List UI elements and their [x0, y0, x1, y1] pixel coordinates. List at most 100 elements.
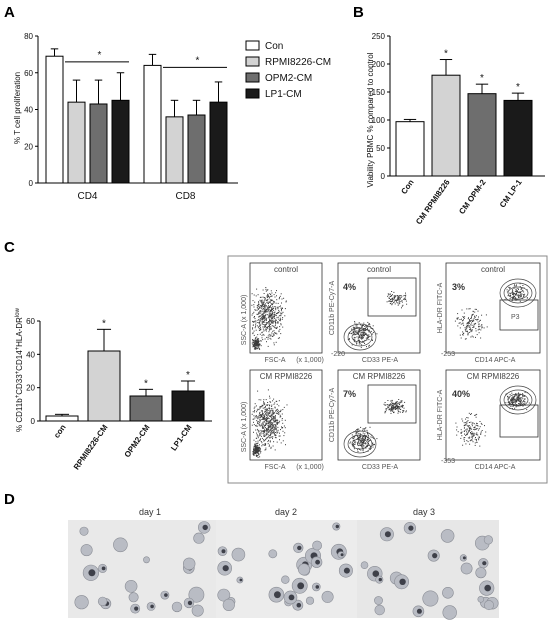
- flow-dot: [358, 439, 360, 441]
- flow-dot: [467, 326, 469, 328]
- flow-dot: [270, 327, 272, 329]
- flow-dot: [269, 434, 271, 435]
- flow-dot: [360, 443, 362, 445]
- flow-dot: [255, 451, 257, 453]
- flow-dot: [361, 441, 363, 443]
- cell-nucleus: [372, 570, 380, 577]
- cell-nucleus: [239, 578, 243, 582]
- flow-dot: [367, 445, 369, 446]
- flow-dot: [478, 332, 480, 334]
- flow-dot: [388, 408, 390, 410]
- flow-dot: [258, 430, 260, 432]
- flow-dot: [264, 312, 265, 314]
- flow-dot: [266, 429, 268, 431]
- flow-dot: [265, 411, 267, 413]
- flow-dot: [354, 329, 356, 331]
- flow-dot: [366, 437, 368, 439]
- flow-dot: [272, 302, 274, 304]
- cell: [74, 595, 89, 610]
- flow-dot: [281, 426, 282, 428]
- flow-dot: [258, 302, 260, 304]
- flow-dot: [259, 434, 261, 436]
- flow-dot: [516, 399, 518, 401]
- flow-dot: [267, 428, 269, 430]
- flow-dot: [368, 323, 369, 325]
- flow-dot: [272, 325, 274, 327]
- legend-swatch-opm2: [245, 72, 260, 83]
- flow-dot: [277, 308, 279, 310]
- flow-dot: [269, 422, 271, 424]
- flow-dot: [263, 402, 265, 404]
- flow-dot: [402, 304, 404, 306]
- flow-dot: [467, 318, 469, 320]
- flow-dot: [474, 444, 476, 446]
- flow-dot: [392, 405, 393, 407]
- flow-dot: [505, 402, 507, 404]
- flow-dot: [260, 305, 262, 307]
- flow-dot: [263, 404, 265, 406]
- flow-dot: [351, 434, 353, 436]
- hladr-cd14-dots-control: [454, 278, 537, 340]
- flow-dot: [354, 322, 356, 324]
- flow-dot: [264, 311, 266, 313]
- flow-dot: [276, 299, 278, 301]
- flow-dot: [361, 333, 363, 335]
- flow-dot: [254, 415, 256, 417]
- flow-dot: [273, 429, 275, 431]
- flow-dot: [254, 344, 256, 346]
- flow-dot: [396, 302, 398, 304]
- flow-dot: [391, 401, 393, 403]
- flow-dot: [264, 307, 266, 309]
- flow-dot: [267, 413, 269, 415]
- flow-dot: [385, 409, 387, 411]
- cell-nucleus: [343, 567, 350, 574]
- flow-dot: [471, 335, 473, 337]
- flow-dot: [368, 436, 370, 438]
- flow-dot: [269, 395, 270, 397]
- flow-dot: [477, 429, 479, 431]
- flow-dot: [276, 423, 278, 425]
- flow-dot: [256, 452, 258, 454]
- flow-dot: [367, 337, 369, 339]
- flow-dot: [362, 450, 364, 452]
- flow-dot: [359, 435, 361, 437]
- flow-dot: [262, 405, 264, 407]
- flow-dot: [268, 429, 269, 431]
- flow-dot: [400, 402, 401, 404]
- flow-dot: [516, 292, 518, 294]
- flow-dot: [506, 291, 508, 293]
- flow-dot: [273, 398, 275, 400]
- flow-dot: [254, 403, 256, 405]
- flow-dot: [509, 397, 511, 399]
- flow-dot: [270, 334, 272, 336]
- flow-dot: [258, 446, 260, 448]
- flow-dot: [265, 325, 266, 327]
- flow-dot: [468, 412, 470, 414]
- flow-dot: [254, 406, 256, 408]
- flow-dot: [392, 298, 394, 300]
- flow-dot: [400, 406, 402, 408]
- flow-dot: [479, 320, 480, 322]
- flow-dot: [270, 320, 272, 322]
- flow-dot: [277, 322, 279, 324]
- flow-dot: [389, 293, 391, 295]
- flow-dot: [473, 320, 475, 322]
- flow-dot: [390, 295, 392, 297]
- flow-dot: [460, 429, 462, 431]
- flow-dot: [279, 414, 281, 416]
- flow-dot: [265, 330, 267, 332]
- flow-dot: [255, 441, 257, 443]
- flow-dot: [257, 319, 259, 321]
- flow-dot: [277, 312, 279, 314]
- flow-dot: [512, 293, 514, 295]
- flow-dot: [522, 395, 524, 397]
- flow-dot: [273, 431, 275, 433]
- flow-dot: [269, 430, 271, 432]
- flow-dot: [278, 330, 280, 332]
- chart-a-cd4-opm2-cm-bar: [89, 103, 108, 184]
- cell: [193, 532, 205, 544]
- flow-dot: [261, 335, 263, 337]
- flow-dot: [517, 395, 519, 397]
- flow-dot: [368, 329, 370, 331]
- chart-a-cd8-opm2-cm-bar: [187, 114, 206, 184]
